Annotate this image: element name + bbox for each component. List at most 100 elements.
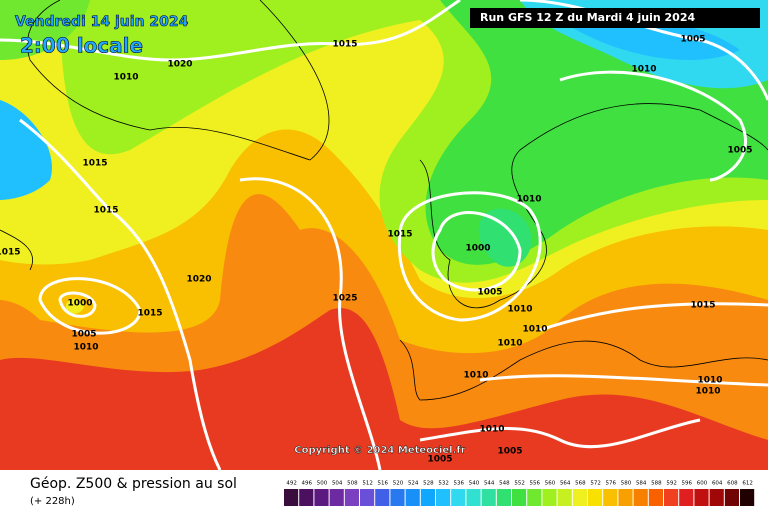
colorbar-swatch xyxy=(527,489,542,506)
colorbar-swatch xyxy=(481,489,496,506)
colorbar-swatch xyxy=(405,489,420,506)
colorbar-label: 560 xyxy=(545,481,556,487)
isobar-label: 1010 xyxy=(479,425,504,435)
isobar-label: 1005 xyxy=(497,447,522,457)
colorbar-swatch xyxy=(420,489,435,506)
colorbar-swatch xyxy=(542,489,557,506)
isobar-label: 1015 xyxy=(332,40,357,50)
date-label: Vendredi 14 juin 2024 xyxy=(15,14,189,30)
colorbar-label: 528 xyxy=(423,481,434,487)
isobar-label: 1015 xyxy=(93,206,118,216)
colorbar-label: 520 xyxy=(393,481,404,487)
run-box xyxy=(470,8,760,28)
colorbar-swatch xyxy=(679,489,694,506)
colorbar-swatch xyxy=(633,489,648,506)
colorbar-swatch xyxy=(360,489,375,506)
colorbar-label: 544 xyxy=(484,481,495,487)
colorbar-swatch xyxy=(496,489,511,506)
isobar-label: 1010 xyxy=(697,376,722,386)
colorbar-label: 600 xyxy=(697,481,708,487)
colorbar-label: 588 xyxy=(651,481,662,487)
isobar-label: 1005 xyxy=(477,288,502,298)
time-label: 2:00 locale xyxy=(20,34,143,58)
colorbar-label: 596 xyxy=(682,481,693,487)
colorbar-label: 576 xyxy=(606,481,617,487)
colorbar-label: 552 xyxy=(514,481,525,487)
colorbar-label: 556 xyxy=(530,481,541,487)
colorbar: 492 496 500 504 508 512 516 520 524 528 532 536 540 5… xyxy=(284,481,755,506)
colorbar-label: 612 xyxy=(742,481,753,487)
isobar-labels: 1015 1005 1010 1020 1010 1015 1015 1005 1015 1015… xyxy=(0,35,753,465)
footer-subtitle: (+ 228h) xyxy=(30,496,75,507)
colorbar-swatch xyxy=(299,489,314,506)
colorbar-label: 568 xyxy=(575,481,586,487)
colorbar-swatch xyxy=(390,489,405,506)
isobar-label: 1010 xyxy=(516,195,541,205)
colorbar-label: 508 xyxy=(347,481,358,487)
isobar-label: 1010 xyxy=(507,305,532,315)
colorbar-label: 516 xyxy=(378,481,389,487)
colorbar-label: 504 xyxy=(332,481,343,487)
colorbar-swatch xyxy=(694,489,709,506)
colorbar-label: 608 xyxy=(727,481,738,487)
isobar-label: 1005 xyxy=(427,455,452,465)
colorbar-swatch xyxy=(314,489,329,506)
colorbar-swatch xyxy=(451,489,466,506)
colorbar-label: 532 xyxy=(438,481,449,487)
isobar-label: 1010 xyxy=(73,343,98,353)
isobar-label: 1010 xyxy=(631,65,656,75)
colorbar-swatch xyxy=(436,489,451,506)
colorbar-swatch xyxy=(512,489,527,506)
colorbar-swatch xyxy=(557,489,572,506)
colorbar-label: 536 xyxy=(454,481,465,487)
colorbar-swatch xyxy=(572,489,587,506)
isobar-label: 1025 xyxy=(332,294,357,304)
isobar-label: 1015 xyxy=(690,301,715,311)
isobar-label: 1005 xyxy=(71,330,96,340)
colorbar-label: 584 xyxy=(636,481,647,487)
colorbar-swatch xyxy=(724,489,739,506)
run-label: Run GFS 12 Z du Mardi 4 juin 2024 xyxy=(480,11,695,24)
isobar-label: 1015 xyxy=(387,230,412,240)
colorbar-swatch xyxy=(648,489,663,506)
colorbar-swatch xyxy=(618,489,633,506)
colorbar-swatch xyxy=(709,489,724,506)
isobar-label: 1010 xyxy=(463,371,488,381)
isobars xyxy=(0,0,768,471)
colorbar-swatch xyxy=(466,489,481,506)
isobar-label: 1010 xyxy=(695,387,720,397)
isobar-label: 1020 xyxy=(186,275,211,285)
isobar-label: 1010 xyxy=(497,339,522,349)
isobar-label: 1005 xyxy=(680,35,705,45)
colorbar-label: 564 xyxy=(560,481,571,487)
isobar-label: 1005 xyxy=(727,146,752,156)
copyright: Copyright © 2024 Meteociel.fr xyxy=(294,445,465,456)
colorbar-swatch xyxy=(588,489,603,506)
footer-title: Géop. Z500 & pression au sol xyxy=(30,476,237,492)
colorbar-swatch xyxy=(329,489,344,506)
isobar-label: 1000 xyxy=(67,299,92,309)
colorbar-swatch xyxy=(603,489,618,506)
colorbar-label: 548 xyxy=(499,481,510,487)
isobar-label: 1000 xyxy=(465,244,490,254)
colorbar-swatch xyxy=(344,489,359,506)
colorbar-label: 524 xyxy=(408,481,419,487)
colorbar-label: 604 xyxy=(712,481,723,487)
colorbar-label: 572 xyxy=(590,481,601,487)
isobar-label: 1010 xyxy=(113,73,138,83)
colorbar-label: 580 xyxy=(621,481,632,487)
colorbar-label: 492 xyxy=(286,481,297,487)
colorbar-label: 496 xyxy=(302,481,313,487)
colorbar-swatch xyxy=(664,489,679,506)
colorbar-label: 592 xyxy=(666,481,677,487)
isobar-label: 1015 xyxy=(0,248,21,258)
colorbar-swatch xyxy=(740,489,755,506)
colorbar-swatch xyxy=(375,489,390,506)
colorbar-label: 512 xyxy=(362,481,373,487)
isobar-label: 1010 xyxy=(522,325,547,335)
colorbar-swatch xyxy=(284,489,299,506)
colorbar-label: 500 xyxy=(317,481,328,487)
isobar-label: 1020 xyxy=(167,60,192,70)
colorbar-label: 540 xyxy=(469,481,480,487)
